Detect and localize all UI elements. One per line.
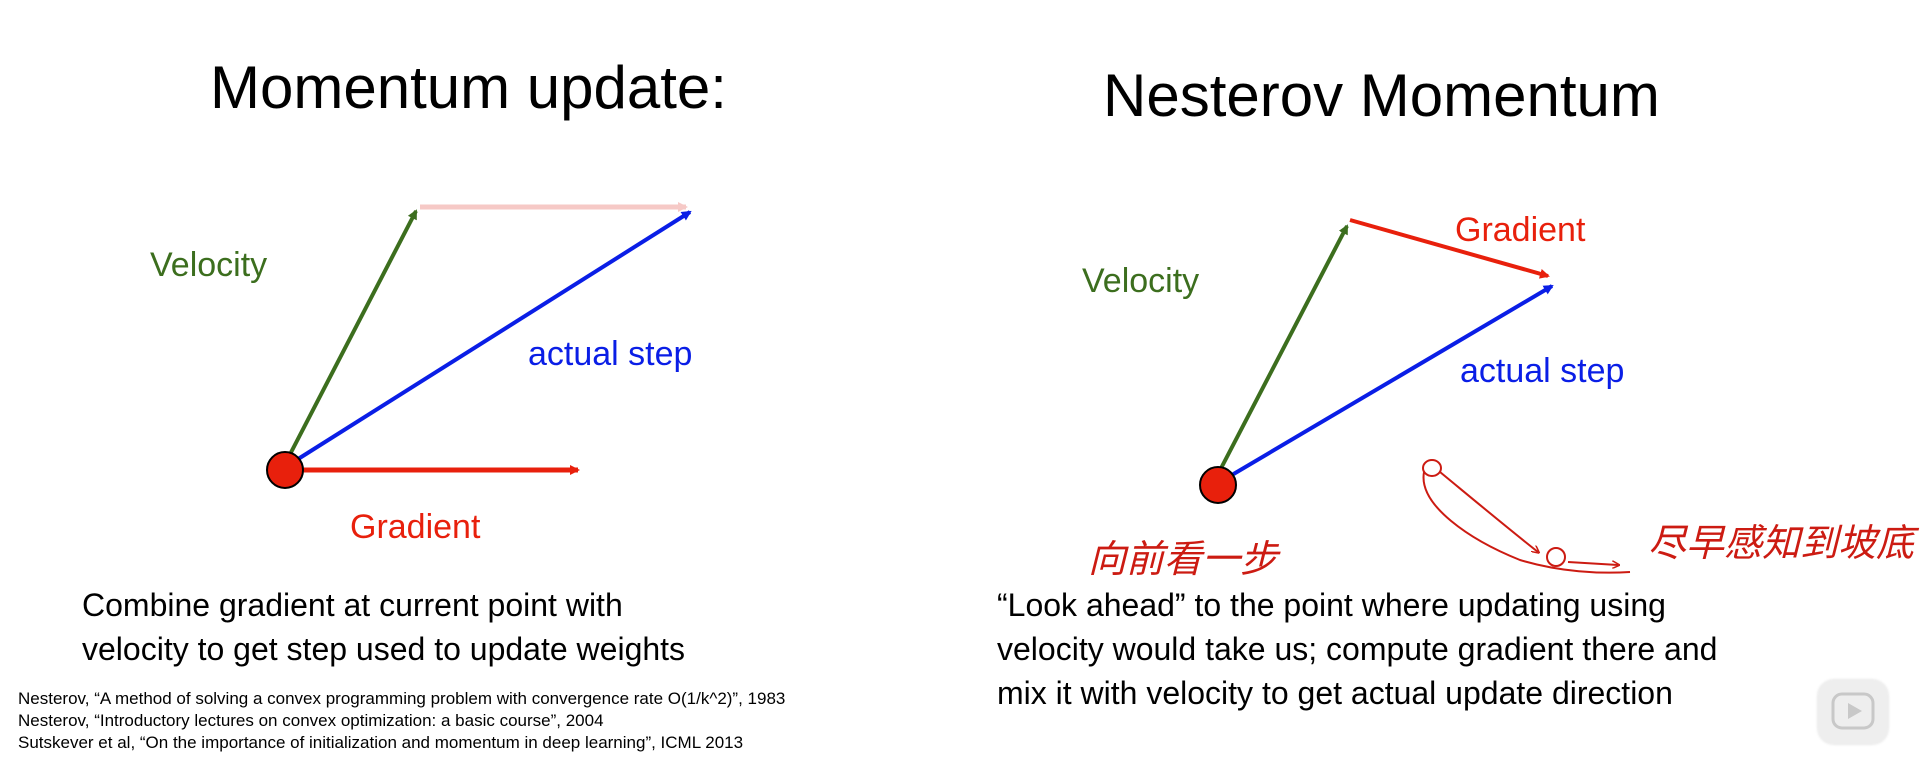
play-button[interactable]	[1818, 680, 1888, 744]
hand-drawn-arrow-to-bottom	[1567, 562, 1618, 565]
velocity-label: Velocity	[1082, 262, 1200, 300]
velocity-label: Velocity	[150, 246, 268, 284]
handwritten-annotation-sketch	[1422, 459, 1631, 574]
actual-step-label: actual step	[1460, 352, 1625, 390]
handwritten-look-ahead-note: 向前看一步	[1088, 537, 1279, 581]
gradient-label: Gradient	[350, 508, 481, 546]
actual-step-arrow	[285, 210, 692, 468]
reference-item: Sutskever et al, “On the importance of i…	[18, 733, 744, 752]
caption-line: velocity to get step used to update weig…	[82, 631, 686, 667]
caption-line: Combine gradient at current point with	[82, 587, 623, 623]
lookahead-gradient-arrow	[1349, 218, 1550, 279]
velocity-arrow	[1215, 224, 1349, 477]
reference-item: Nesterov, “A method of solving a convex …	[18, 689, 786, 708]
hand-drawn-ball-end	[1546, 547, 1566, 567]
momentum-caption: Combine gradient at current point with v…	[82, 583, 685, 671]
nesterov-momentum-title: Nesterov Momentum	[1103, 62, 1660, 129]
hand-drawn-motion-arrow	[1439, 471, 1538, 552]
momentum-update-title: Momentum update:	[210, 54, 727, 121]
actual-step-label: actual step	[528, 335, 693, 373]
references: Nesterov, “A method of solving a convex …	[18, 688, 785, 754]
velocity-arrow	[283, 209, 418, 465]
gradient-label: Gradient	[1455, 211, 1586, 249]
caption-line: velocity would take us; compute gradient…	[997, 631, 1718, 667]
hand-drawn-slope-curve	[1422, 471, 1631, 574]
nesterov-momentum-diagram	[1199, 218, 1554, 504]
current-point-marker	[266, 451, 304, 489]
caption-line: mix it with velocity to get actual updat…	[997, 675, 1673, 711]
handwritten-slope-bottom-note: 尽早感知到坡底	[1648, 521, 1915, 565]
hand-drawn-ball-start	[1422, 459, 1442, 477]
nesterov-caption: “Look ahead” to the point where updating…	[997, 583, 1717, 715]
current-point-marker	[1199, 466, 1237, 504]
momentum-update-diagram	[266, 202, 692, 489]
reference-item: Nesterov, “Introductory lectures on conv…	[18, 711, 604, 730]
play-icon	[1831, 692, 1875, 730]
actual-step-arrow	[1218, 284, 1554, 484]
caption-line: “Look ahead” to the point where updating…	[997, 587, 1666, 623]
